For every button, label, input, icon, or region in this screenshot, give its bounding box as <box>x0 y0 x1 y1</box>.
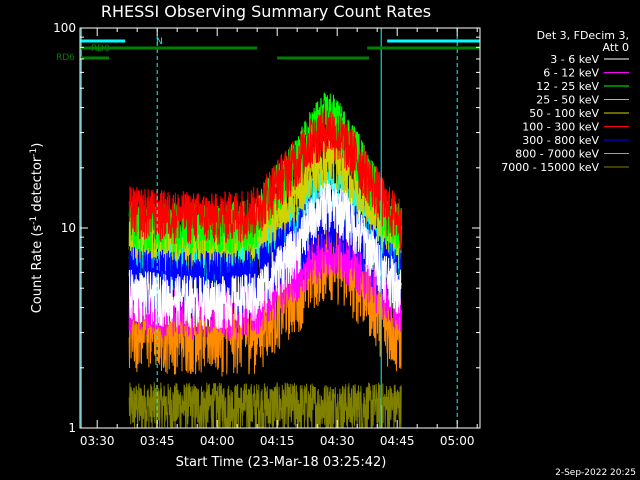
legend-label: 100 - 300 keV <box>522 121 599 134</box>
footer-timestamp: 2-Sep-2022 20:25 <box>555 468 636 478</box>
series-line <box>128 381 402 429</box>
series-line <box>128 108 402 251</box>
flag-label-n: N <box>156 37 163 47</box>
legend-label: 6 - 12 keV <box>543 67 599 80</box>
x-tick-label: 03:30 <box>80 434 115 448</box>
y-tick-label: 1 <box>68 421 76 435</box>
legend-label: 3 - 6 keV <box>550 53 599 66</box>
x-tick-label: 03:45 <box>140 434 175 448</box>
y-tick-label: 100 <box>53 21 76 35</box>
axes: 1 10 100 03:30 03:45 04:00 04:15 04:30 04:45 05:0… <box>53 21 480 448</box>
y-tick-label: 10 <box>61 221 76 235</box>
legend-label: 25 - 50 keV <box>536 94 599 107</box>
legend-header: Att 0 <box>603 41 629 54</box>
legend-label: 50 - 100 keV <box>529 107 599 120</box>
chart-title: RHESSI Observing Summary Count Rates <box>101 2 431 21</box>
legend-header: Det 3, FDecim 3, <box>537 29 629 42</box>
x-tick-label: 04:45 <box>380 434 415 448</box>
legend-label: 300 - 800 keV <box>522 134 599 147</box>
legend-label: 7000 - 15000 keV <box>501 161 599 174</box>
x-tick-label: 04:15 <box>260 434 295 448</box>
x-tick-label: 04:30 <box>320 434 355 448</box>
x-tick-label: 04:00 <box>200 434 235 448</box>
flag-label-rd6: RD6 <box>56 53 75 63</box>
series-line <box>128 180 402 330</box>
x-axis-title: Start Time (23-Mar-18 03:25:42) <box>176 455 387 470</box>
y-axis-title: Count Rate (s-1 detector-1) <box>29 143 45 314</box>
x-tick-label: 05:00 <box>440 434 475 448</box>
legend-label: 12 - 25 keV <box>536 80 599 93</box>
flag-label-rd0: RD0 <box>91 44 110 54</box>
legend-label: 800 - 7000 keV <box>515 148 599 161</box>
